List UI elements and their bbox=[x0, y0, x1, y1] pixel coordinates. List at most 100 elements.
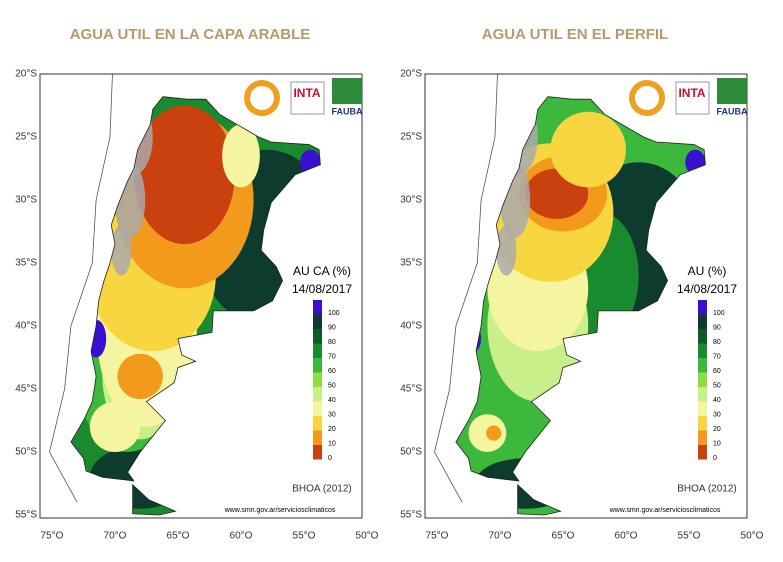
water-zone bbox=[117, 353, 163, 400]
url: www.smn.gov.ar/serviciosclimaticos bbox=[224, 507, 336, 514]
source: BHOA (2012) bbox=[677, 484, 736, 495]
lon-label: 55°O bbox=[678, 531, 701, 542]
legend-label: 80 bbox=[713, 339, 721, 346]
legend-label: 100 bbox=[713, 310, 725, 317]
legend-label: 80 bbox=[328, 339, 336, 346]
lat-label: 55°S bbox=[15, 510, 37, 521]
lat-label: 55°S bbox=[400, 510, 422, 521]
country-outline bbox=[70, 96, 321, 482]
lat-label: 45°S bbox=[400, 384, 422, 395]
legend-swatch bbox=[313, 300, 322, 315]
water-zone bbox=[222, 124, 260, 188]
lat-label: 35°S bbox=[15, 258, 37, 269]
legend-label: 40 bbox=[328, 397, 336, 404]
lat-label: 25°S bbox=[400, 132, 422, 143]
legend-swatch bbox=[698, 372, 707, 387]
legend-swatch bbox=[313, 343, 322, 358]
panel-title: AGUA UTIL EN LA CAPA ARABLE bbox=[70, 26, 311, 43]
legend-swatch bbox=[698, 343, 707, 358]
legend-label: 30 bbox=[713, 411, 721, 418]
lat-label: 50°S bbox=[15, 447, 37, 458]
legend-label: 100 bbox=[328, 310, 340, 317]
logo-conae bbox=[244, 80, 280, 116]
map-panel: AGUA UTIL EN EL PERFIL 20°S 25°S 30°S 35°S 40… bbox=[400, 26, 763, 542]
legend-swatch bbox=[698, 300, 707, 315]
lat-label: 40°S bbox=[400, 321, 422, 332]
logo-inta: INTA bbox=[293, 86, 320, 100]
logo-fauba: FAUBA bbox=[332, 106, 363, 116]
lon-label: 75°O bbox=[41, 531, 64, 542]
water-zone bbox=[89, 401, 141, 452]
legend-swatch bbox=[313, 358, 322, 373]
logo-inta: INTA bbox=[678, 86, 705, 100]
lat-label: 40°S bbox=[15, 321, 37, 332]
lon-label: 50°O bbox=[741, 531, 764, 542]
legend-swatch bbox=[313, 329, 322, 344]
legend-label: 0 bbox=[713, 455, 717, 462]
legend-swatch bbox=[698, 416, 707, 431]
legend-label: 60 bbox=[713, 368, 721, 375]
legend-swatch bbox=[313, 416, 322, 431]
water-zone bbox=[486, 425, 502, 441]
legend-swatch bbox=[698, 430, 707, 445]
legend-title: AU (%) bbox=[688, 264, 727, 278]
legend-swatch bbox=[313, 430, 322, 445]
logo-fauba-mark bbox=[332, 78, 362, 104]
logo-inta-box bbox=[675, 81, 710, 115]
legend-swatch bbox=[698, 445, 707, 460]
legend-label: 20 bbox=[713, 426, 721, 433]
lat-label: 45°S bbox=[15, 384, 37, 395]
lat-label: 35°S bbox=[400, 258, 422, 269]
panel-title: AGUA UTIL EN EL PERFIL bbox=[482, 26, 668, 43]
legend-swatch bbox=[698, 401, 707, 416]
legend-label: 70 bbox=[713, 353, 721, 360]
lon-label: 55°O bbox=[293, 531, 316, 542]
legend-swatch bbox=[313, 401, 322, 416]
legend-date: 14/08/2017 bbox=[292, 282, 352, 296]
lon-label: 50°O bbox=[356, 531, 379, 542]
source: BHOA (2012) bbox=[292, 484, 351, 495]
legend-date: 14/08/2017 bbox=[677, 282, 737, 296]
chile-coast bbox=[434, 73, 498, 503]
lon-label: 70°O bbox=[104, 531, 127, 542]
water-zone bbox=[550, 111, 626, 188]
legend-title: AU CA (%) bbox=[293, 264, 351, 278]
country-outline bbox=[132, 483, 177, 516]
legend-label: 20 bbox=[328, 426, 336, 433]
url: www.smn.gov.ar/serviciosclimaticos bbox=[609, 507, 721, 514]
lon-label: 70°O bbox=[489, 531, 512, 542]
lat-label: 30°S bbox=[15, 195, 37, 206]
legend-swatch bbox=[313, 445, 322, 460]
lon-label: 65°O bbox=[167, 531, 190, 542]
lon-label: 60°O bbox=[615, 531, 638, 542]
lat-label: 20°S bbox=[15, 69, 37, 80]
legend-label: 50 bbox=[713, 382, 721, 389]
chile-coast bbox=[49, 73, 113, 503]
logo-conae bbox=[629, 80, 665, 116]
mountains bbox=[496, 225, 517, 276]
logo-inta-box bbox=[290, 81, 325, 115]
country-outline bbox=[517, 483, 562, 516]
map-panel: AGUA UTIL EN LA CAPA ARABLE 20°S 25°S 30°S 3… bbox=[15, 26, 378, 542]
logo-fauba: FAUBA bbox=[717, 106, 748, 116]
legend-swatch bbox=[698, 314, 707, 329]
legend-swatch bbox=[698, 387, 707, 402]
legend-label: 0 bbox=[328, 455, 332, 462]
legend-swatch bbox=[313, 387, 322, 402]
legend-label: 40 bbox=[713, 397, 721, 404]
lat-label: 20°S bbox=[400, 69, 422, 80]
legend-label: 90 bbox=[713, 324, 721, 331]
country-outline bbox=[455, 96, 706, 482]
legend-label: 70 bbox=[328, 353, 336, 360]
lon-label: 60°O bbox=[230, 531, 253, 542]
logo-fauba-mark bbox=[717, 78, 747, 104]
legend-swatch bbox=[698, 329, 707, 344]
lat-label: 30°S bbox=[400, 195, 422, 206]
legend-swatch bbox=[313, 372, 322, 387]
lon-label: 65°O bbox=[552, 531, 575, 542]
legend-label: 90 bbox=[328, 324, 336, 331]
water-zone bbox=[133, 105, 235, 245]
lat-label: 25°S bbox=[15, 132, 37, 143]
lat-label: 50°S bbox=[400, 447, 422, 458]
legend-label: 60 bbox=[328, 368, 336, 375]
